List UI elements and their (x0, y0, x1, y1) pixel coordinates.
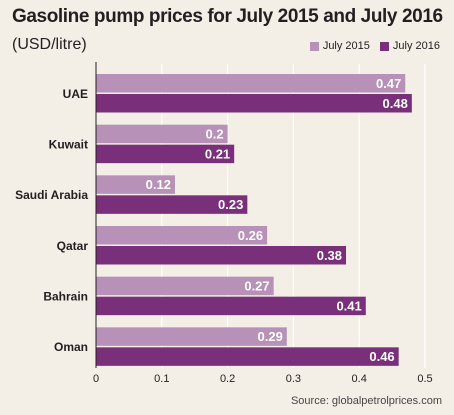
legend: July 2015 July 2016 (300, 40, 440, 52)
category-label: Saudi Arabia (15, 188, 88, 202)
x-tick-label: 0.5 (417, 373, 432, 385)
bar (96, 296, 366, 316)
bar-value-label: 0.46 (369, 349, 394, 364)
bar-value-label: 0.26 (238, 228, 263, 243)
x-tick-label: 0.1 (154, 373, 169, 385)
category-label: UAE (63, 87, 88, 101)
bar-value-label: 0.38 (317, 248, 342, 263)
x-tick-label: 0 (93, 373, 99, 385)
legend-label-2016: July 2016 (392, 40, 440, 52)
legend-item-2016: July 2016 (379, 40, 440, 52)
x-tick-label: 0.2 (220, 373, 235, 385)
bar-value-label: 0.41 (336, 298, 361, 313)
bar (96, 195, 248, 214)
legend-swatch-2015 (309, 41, 319, 51)
bar-value-label: 0.12 (146, 177, 171, 192)
bar (96, 94, 412, 113)
category-label: Qatar (57, 239, 89, 253)
legend-item-2015: July 2015 (309, 40, 370, 52)
legend-swatch-2016 (379, 41, 389, 51)
x-tick-label: 0.4 (352, 373, 367, 385)
bar-value-label: 0.2 (206, 126, 224, 141)
bar (96, 246, 347, 265)
chart-subtitle: (USD/litre) (12, 36, 87, 53)
bar (96, 327, 287, 346)
bar-value-label: 0.48 (383, 96, 408, 111)
legend-label-2015: July 2015 (322, 40, 370, 52)
bar (96, 74, 406, 93)
bar (96, 347, 399, 366)
bar (96, 144, 235, 164)
bar-value-label: 0.29 (258, 329, 283, 344)
x-tick-label: 0.3 (286, 373, 301, 385)
source-note: Source: globalpetrolprices.com (290, 395, 442, 407)
category-label: Bahrain (43, 289, 88, 303)
bar-value-label: 0.21 (205, 146, 230, 161)
category-label: Oman (54, 340, 88, 354)
bar (96, 276, 274, 296)
bar (96, 226, 268, 245)
category-label: Kuwait (49, 137, 88, 151)
bar (96, 124, 228, 144)
bar-value-label: 0.27 (244, 278, 269, 293)
bar-value-label: 0.23 (218, 197, 243, 212)
chart-title: Gasoline pump prices for July 2015 and J… (12, 6, 443, 27)
bar-value-label: 0.47 (376, 76, 401, 91)
bar (96, 175, 175, 194)
